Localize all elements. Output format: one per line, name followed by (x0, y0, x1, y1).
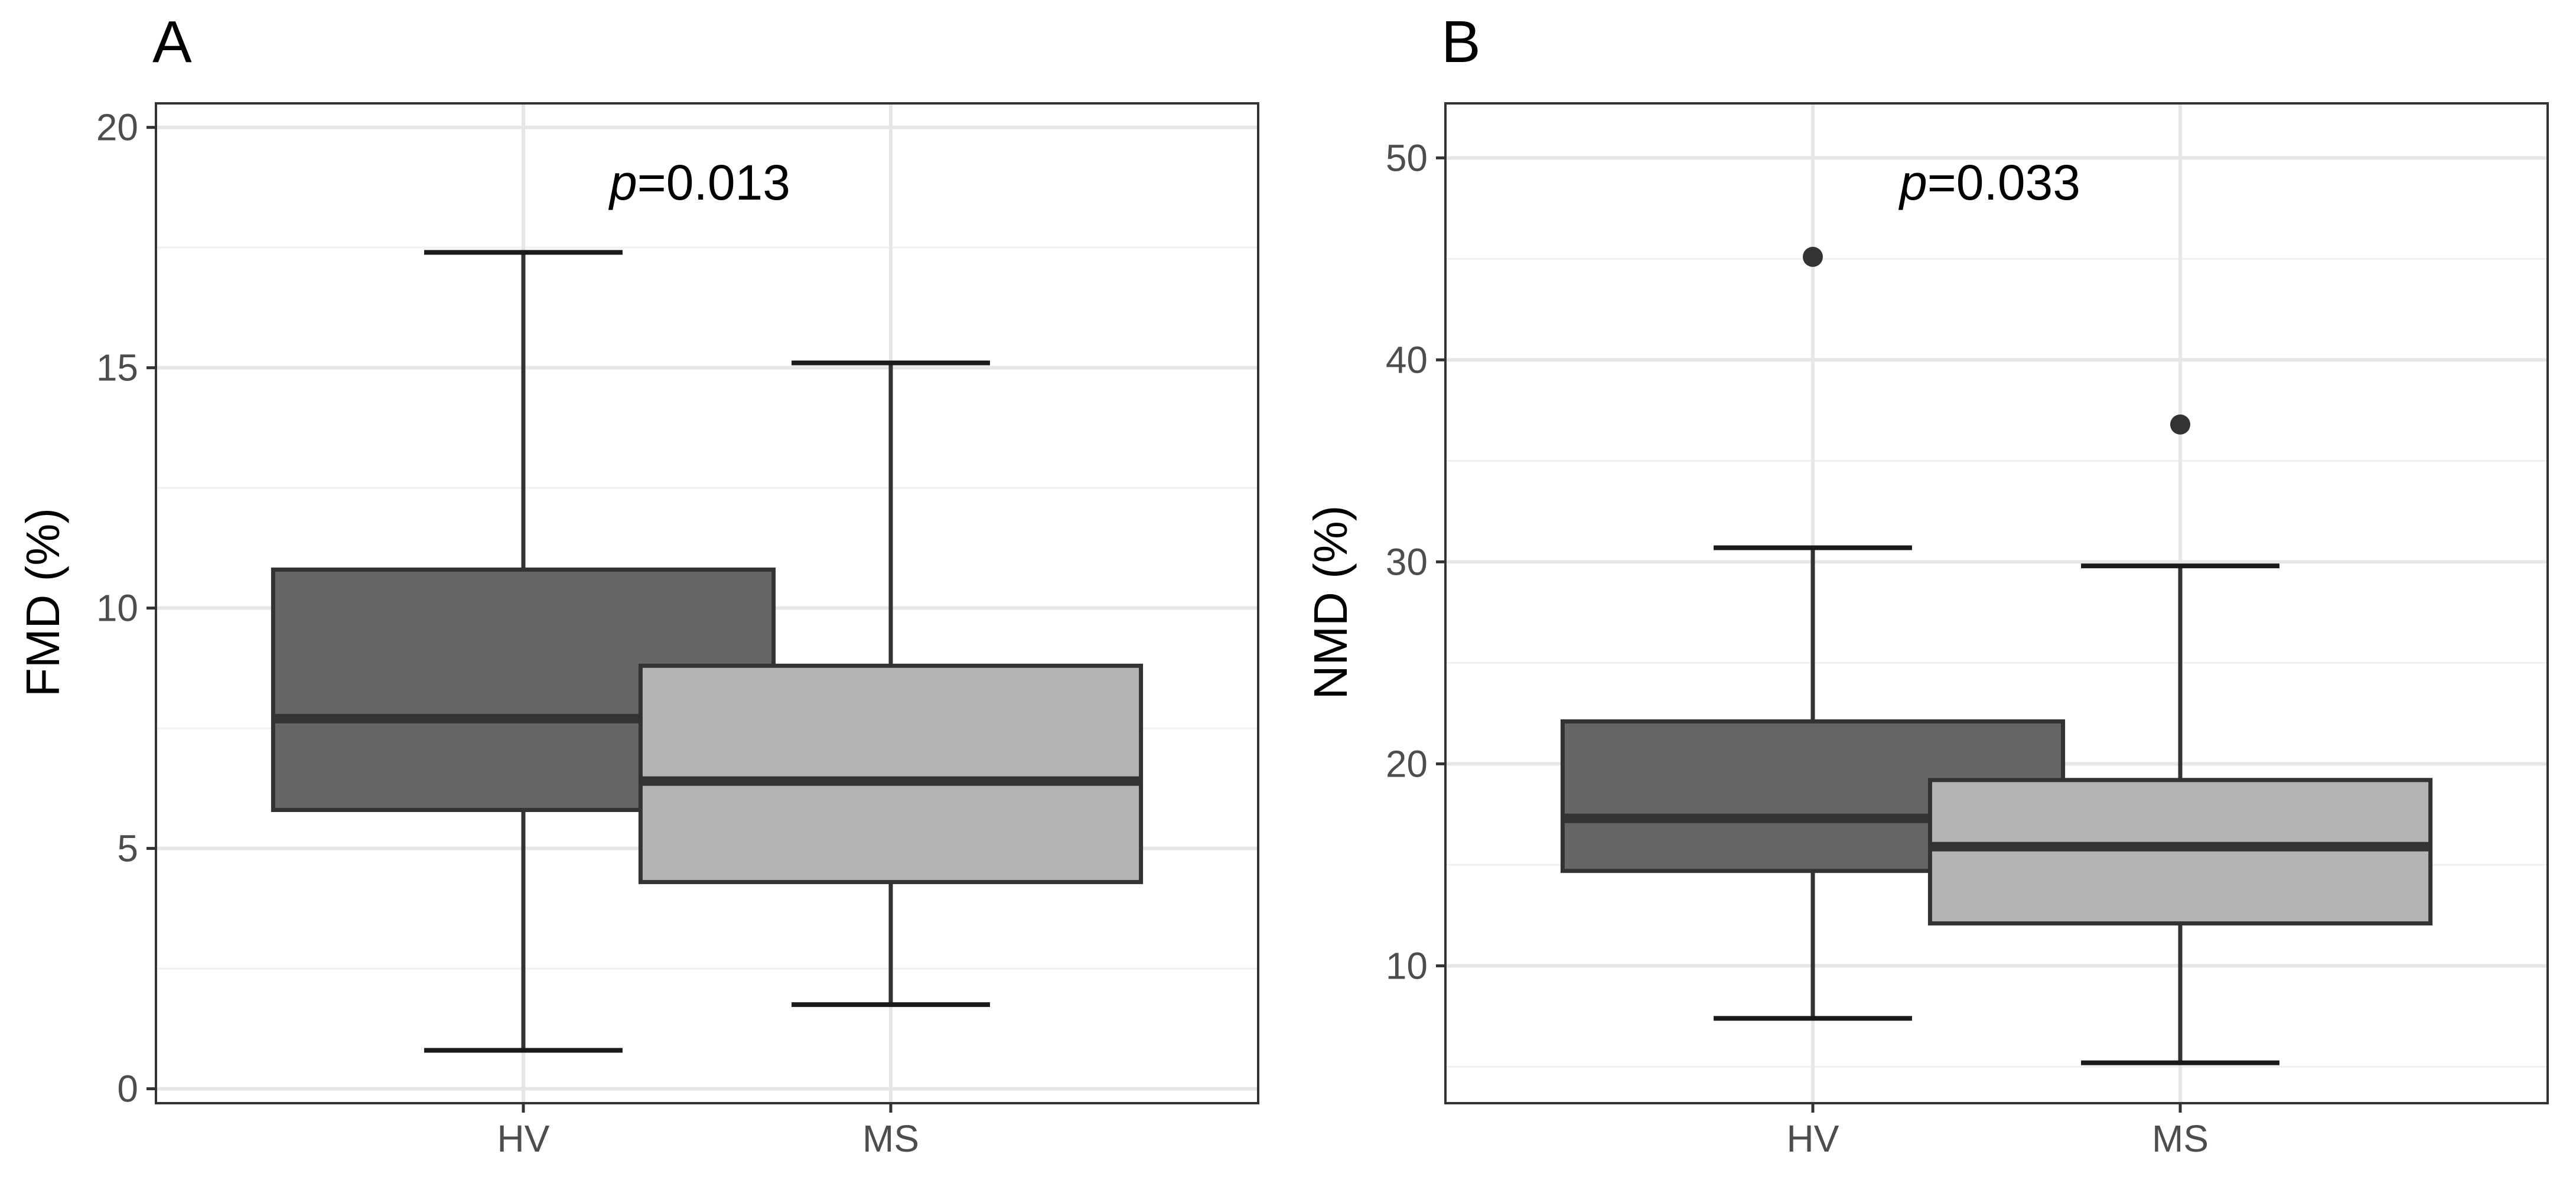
panel-a-y-tick-label: 5 (117, 827, 138, 870)
panel-b-y-tick-label: 10 (1386, 944, 1428, 987)
panel-a: A 0 5 10 15 20 HV MS FMD (%) p=0.013 (17, 9, 1259, 1160)
panel-b-outlier-point (2170, 414, 2190, 435)
panel-a-p-value-text: =0.013 (637, 155, 790, 210)
panel-b-outlier-point (1803, 246, 1823, 267)
panel-b-p-value: p=0.033 (1898, 155, 2080, 210)
panel-b: B 10 20 30 40 50 HV MS NMD (%) p=0.033 (1304, 9, 2549, 1160)
panel-b-x-tick-label: MS (2152, 1117, 2209, 1160)
panel-a-y-axis-title: FMD (%) (17, 508, 69, 697)
panel-a-x-tick-label: HV (497, 1117, 550, 1160)
panel-a-letter: A (152, 9, 192, 75)
panel-b-plot-area: 10 20 30 40 50 HV MS (1386, 102, 2549, 1160)
panel-b-p-value-text: =0.033 (1927, 155, 2080, 210)
panel-a-p-symbol: p (608, 155, 637, 210)
panel-a-x-tick-label: MS (862, 1117, 919, 1160)
panel-b-y-tick-label: 30 (1386, 540, 1428, 583)
panel-b-panel-border (1444, 102, 2549, 1104)
panel-a-y-tick-label: 10 (96, 587, 138, 630)
panel-a-y-tick-label: 20 (96, 106, 138, 149)
panel-a-box-ms (638, 663, 1144, 885)
panel-b-x-tick-label: HV (1787, 1117, 1839, 1160)
panel-a-panel-border (155, 102, 1259, 1104)
panel-b-y-tick-label: 40 (1386, 338, 1428, 381)
panel-b-background (1445, 103, 2548, 1103)
panel-b-y-tick-label: 50 (1386, 136, 1428, 179)
panel-a-plot-area: 0 5 10 15 20 HV MS (96, 102, 1259, 1160)
panel-a-p-value: p=0.013 (608, 155, 790, 210)
panel-b-y-axis-title: NMD (%) (1304, 506, 1357, 700)
panel-a-y-tick-label: 15 (96, 347, 138, 389)
panel-b-y-tick-label: 20 (1386, 742, 1428, 785)
panel-b-letter: B (1441, 9, 1481, 75)
panel-b-box-ms (1927, 778, 2433, 926)
panel-a-y-tick-label: 0 (117, 1068, 138, 1110)
panel-b-p-symbol: p (1898, 155, 1927, 210)
